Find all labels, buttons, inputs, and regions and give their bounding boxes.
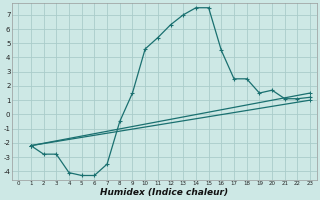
X-axis label: Humidex (Indice chaleur): Humidex (Indice chaleur) (100, 188, 228, 197)
